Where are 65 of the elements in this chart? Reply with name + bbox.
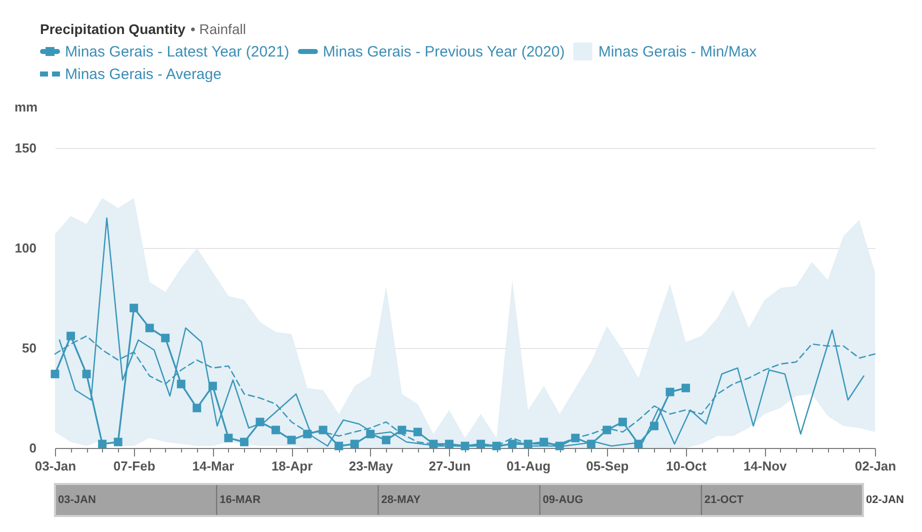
x-tick-label: 10-Oct [666,458,708,474]
point [334,442,344,450]
text: 21-OCT [704,494,744,506]
point [208,382,217,390]
point [66,332,76,340]
point [429,440,438,448]
point [350,440,359,448]
legend-label: Minas Gerais - Average [65,66,222,83]
point [272,426,280,434]
point [413,428,422,436]
text: 02-JAN [866,494,904,506]
point [571,434,580,442]
point [192,404,202,412]
text: 28-MAY [381,494,422,506]
legend-label: Minas Gerais - Min/Max [598,44,758,60]
point [303,430,312,438]
legend-label: Minas Gerais - Previous Year (2020) [322,44,565,60]
point [318,426,328,434]
point [634,440,643,448]
point [240,438,248,446]
y-tick-label: 50 [22,340,36,356]
chart-title: Precipitation Quantity [40,21,186,37]
x-tick-label: 01-Aug [506,458,551,474]
point [540,438,548,446]
y-tick-label: 0 [29,440,36,456]
x-tick-label: 02-Jan [854,458,896,474]
y-axis-title: mm [14,100,38,114]
x-tick-label: 27-Jun [428,458,471,474]
point [444,440,454,448]
point [524,440,532,448]
text: 16-MAR [220,494,261,506]
point [476,440,486,448]
point [650,422,658,430]
x-tick-label: 05-Sep [586,458,629,474]
point [492,442,501,450]
x-tick-label: 14-Mar [192,458,234,474]
chart-subtitle: • Rainfall [190,21,246,37]
point [508,440,517,448]
x-tick-label: 14-Nov [743,458,788,474]
point [602,426,612,434]
point [114,438,122,446]
legend-label: Minas Gerais - Latest Year (2021) [65,44,290,60]
y-tick-label: 150 [14,140,36,156]
x-tick-label: 03-Jan [34,458,76,474]
x-tick-label: 23-May [348,458,394,474]
point [382,436,390,444]
point [130,304,138,312]
x-tick-label: 07-Feb [113,458,156,474]
point [98,440,107,448]
text: 03-JAN [58,494,96,506]
point [145,324,154,332]
point [82,370,91,378]
point [161,334,170,342]
x-tick-label: 18-Apr [271,458,313,474]
point [586,440,596,448]
point [618,418,627,426]
point [366,430,375,438]
point [287,436,296,444]
point [555,442,564,450]
text: 09-AUG [542,494,584,506]
y-tick-label: 100 [14,240,36,256]
point [398,426,406,434]
point [682,384,690,392]
point [224,434,233,442]
point [176,380,186,388]
